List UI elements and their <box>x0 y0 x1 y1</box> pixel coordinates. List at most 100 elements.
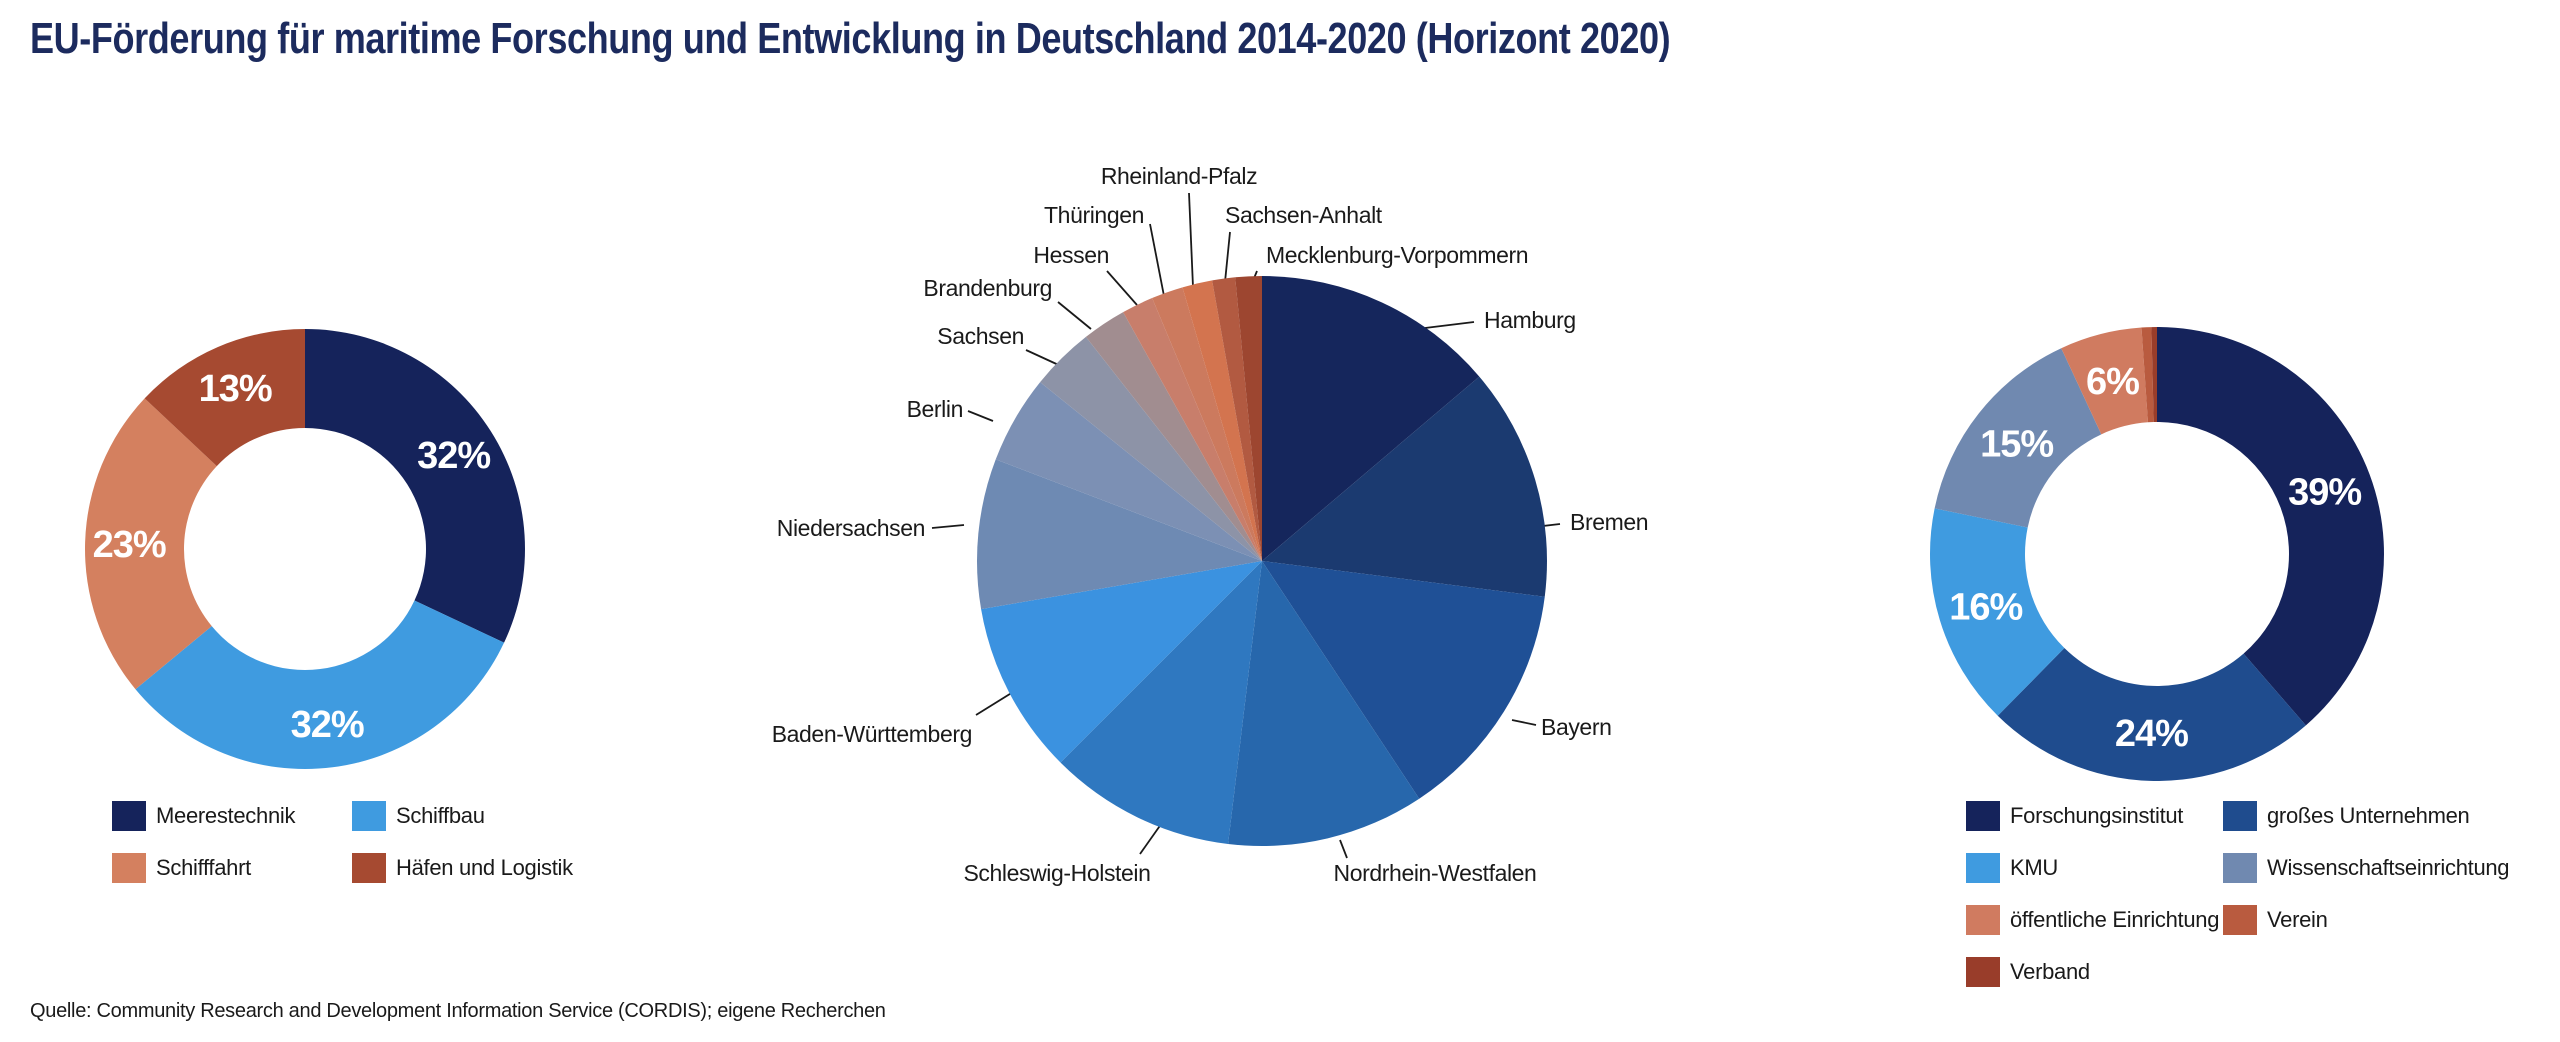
legend-label: öffentliche Einrichtung <box>2010 907 2220 932</box>
slice-label: Sachsen <box>937 323 1024 349</box>
legend-item: Schifffahrt <box>112 853 352 883</box>
pie-slice <box>1085 312 1262 561</box>
pie-slice <box>1929 508 2065 716</box>
legend-label: großes Unternehmen <box>2267 803 2470 828</box>
leader-line <box>1106 270 1138 306</box>
pie-slice <box>135 600 505 769</box>
legend-item: öffentliche Einrichtung <box>1966 905 2223 935</box>
legend-swatch <box>112 853 146 883</box>
legend-item: großes Unternehmen <box>2223 801 2509 831</box>
slice-label: Rheinland-Pfalz <box>1101 163 1257 189</box>
sectors-legend: Meerestechnik Schiffbau Schifffahrt Häfen u… <box>112 801 573 905</box>
pie-slice <box>1262 561 1545 799</box>
legend-label: Verein <box>2267 907 2328 932</box>
slice-label: Brandenburg <box>923 275 1052 301</box>
leader-line <box>1149 223 1165 297</box>
pie-slice <box>1152 287 1262 561</box>
legend-label: Häfen und Logistik <box>396 855 573 880</box>
slice-label: Thüringen <box>1044 202 1144 228</box>
percent-label: 13% <box>199 368 272 410</box>
slice-label: Nordrhein-Westfalen <box>1334 860 1537 886</box>
pie-slice <box>1123 298 1262 561</box>
slice-label: Berlin <box>907 396 963 422</box>
pie-slice <box>976 459 1262 610</box>
slice-label: Hessen <box>1033 242 1109 268</box>
legend-swatch <box>2223 853 2257 883</box>
slice-label: Hamburg <box>1484 307 1576 333</box>
leader-line <box>1424 321 1475 329</box>
legend-item: Wissenschaftseinrichtung <box>2223 853 2510 883</box>
source-note: Quelle: Community Research and Developme… <box>30 1000 886 1022</box>
leader-line <box>1188 192 1194 288</box>
slice-label: Bremen <box>1570 509 1648 535</box>
pie-slice <box>1262 276 1480 561</box>
slice-label: Sachsen-Anhalt <box>1225 202 1383 228</box>
legend-label: Schiffbau <box>396 803 485 828</box>
legend-swatch <box>1966 801 2000 831</box>
pie-slice <box>1262 376 1547 597</box>
legend-item: Meerestechnik <box>112 801 352 831</box>
slice-label: Schleswig-Holstein <box>963 860 1150 886</box>
legend-label: Forschungsinstitut <box>2010 803 2184 828</box>
pie-slice <box>1212 277 1262 561</box>
percent-label: 23% <box>93 524 166 566</box>
percent-label: 6% <box>2086 361 2139 403</box>
legend-item: Forschungsinstitut <box>1966 801 2223 831</box>
pie-slice <box>2141 327 2154 423</box>
pie-slice <box>981 561 1262 763</box>
pie-slice <box>1997 648 2306 782</box>
legend-label: Meerestechnik <box>156 803 296 828</box>
pie-slice <box>995 382 1262 561</box>
slice-label: Bayern <box>1541 714 1611 740</box>
sectors-donut-chart: 32% 32% 23% 13% <box>85 329 525 769</box>
legend-label: Verband <box>2010 959 2090 984</box>
bundeslaender-pie-chart: Hamburg Bremen Bayern Nordrhein-Westfalen Sc… <box>772 163 1649 886</box>
legend-swatch <box>1966 853 2000 883</box>
legend-item: Häfen und Logistik <box>352 853 573 883</box>
legend-label: Schifffahrt <box>156 855 251 880</box>
legend-item: Verein <box>2223 905 2509 935</box>
pie-slice <box>1228 561 1420 846</box>
organisations-donut-chart: 39% 24% 16% 15% 6% <box>1929 327 2384 782</box>
percent-label: 39% <box>2288 472 2361 514</box>
pie-slice <box>1235 276 1262 561</box>
leader-line <box>931 524 965 529</box>
leader-line <box>1339 839 1348 859</box>
page-title: EU-Förderung für maritime Forschung und … <box>30 14 1671 63</box>
legend-swatch <box>1966 957 2000 987</box>
slice-label: Mecklenburg-Vorpommern <box>1266 242 1528 268</box>
legend-swatch <box>2223 905 2257 935</box>
pie-slice <box>1934 348 2102 528</box>
pie-slice <box>2151 327 2157 423</box>
percent-label: 15% <box>1980 423 2053 465</box>
slice-label: Baden-Württemberg <box>772 721 972 747</box>
pie-slice <box>144 329 305 467</box>
leader-line <box>1224 231 1231 283</box>
legend-swatch <box>352 801 386 831</box>
legend-swatch <box>1966 905 2000 935</box>
legend-item: Schiffbau <box>352 801 573 831</box>
legend-label: Wissenschaftseinrichtung <box>2267 855 2510 880</box>
legend-label: KMU <box>2010 855 2058 880</box>
legend-swatch <box>352 853 386 883</box>
percent-label: 16% <box>1949 586 2022 628</box>
organisations-legend: Forschungsinstitut großes Unternehmen KMU W… <box>1966 801 2510 1009</box>
pie-slice <box>2157 327 2384 726</box>
pie-slice <box>85 398 217 690</box>
legend-swatch <box>2223 801 2257 831</box>
pie-slice <box>1040 336 1262 561</box>
pie-slice <box>2061 327 2148 435</box>
pie-slice <box>1060 561 1262 844</box>
pie-slice <box>305 329 525 643</box>
percent-label: 32% <box>291 704 364 746</box>
percent-label: 32% <box>417 435 490 477</box>
legend-item: KMU <box>1966 853 2223 883</box>
leader-line <box>1511 719 1537 726</box>
leader-line <box>967 410 994 422</box>
legend-swatch <box>112 801 146 831</box>
percent-label: 24% <box>2115 713 2188 755</box>
slice-label: Niedersachsen <box>777 515 925 541</box>
legend-item: Verband <box>1966 957 2223 987</box>
pie-slice <box>1182 280 1262 561</box>
